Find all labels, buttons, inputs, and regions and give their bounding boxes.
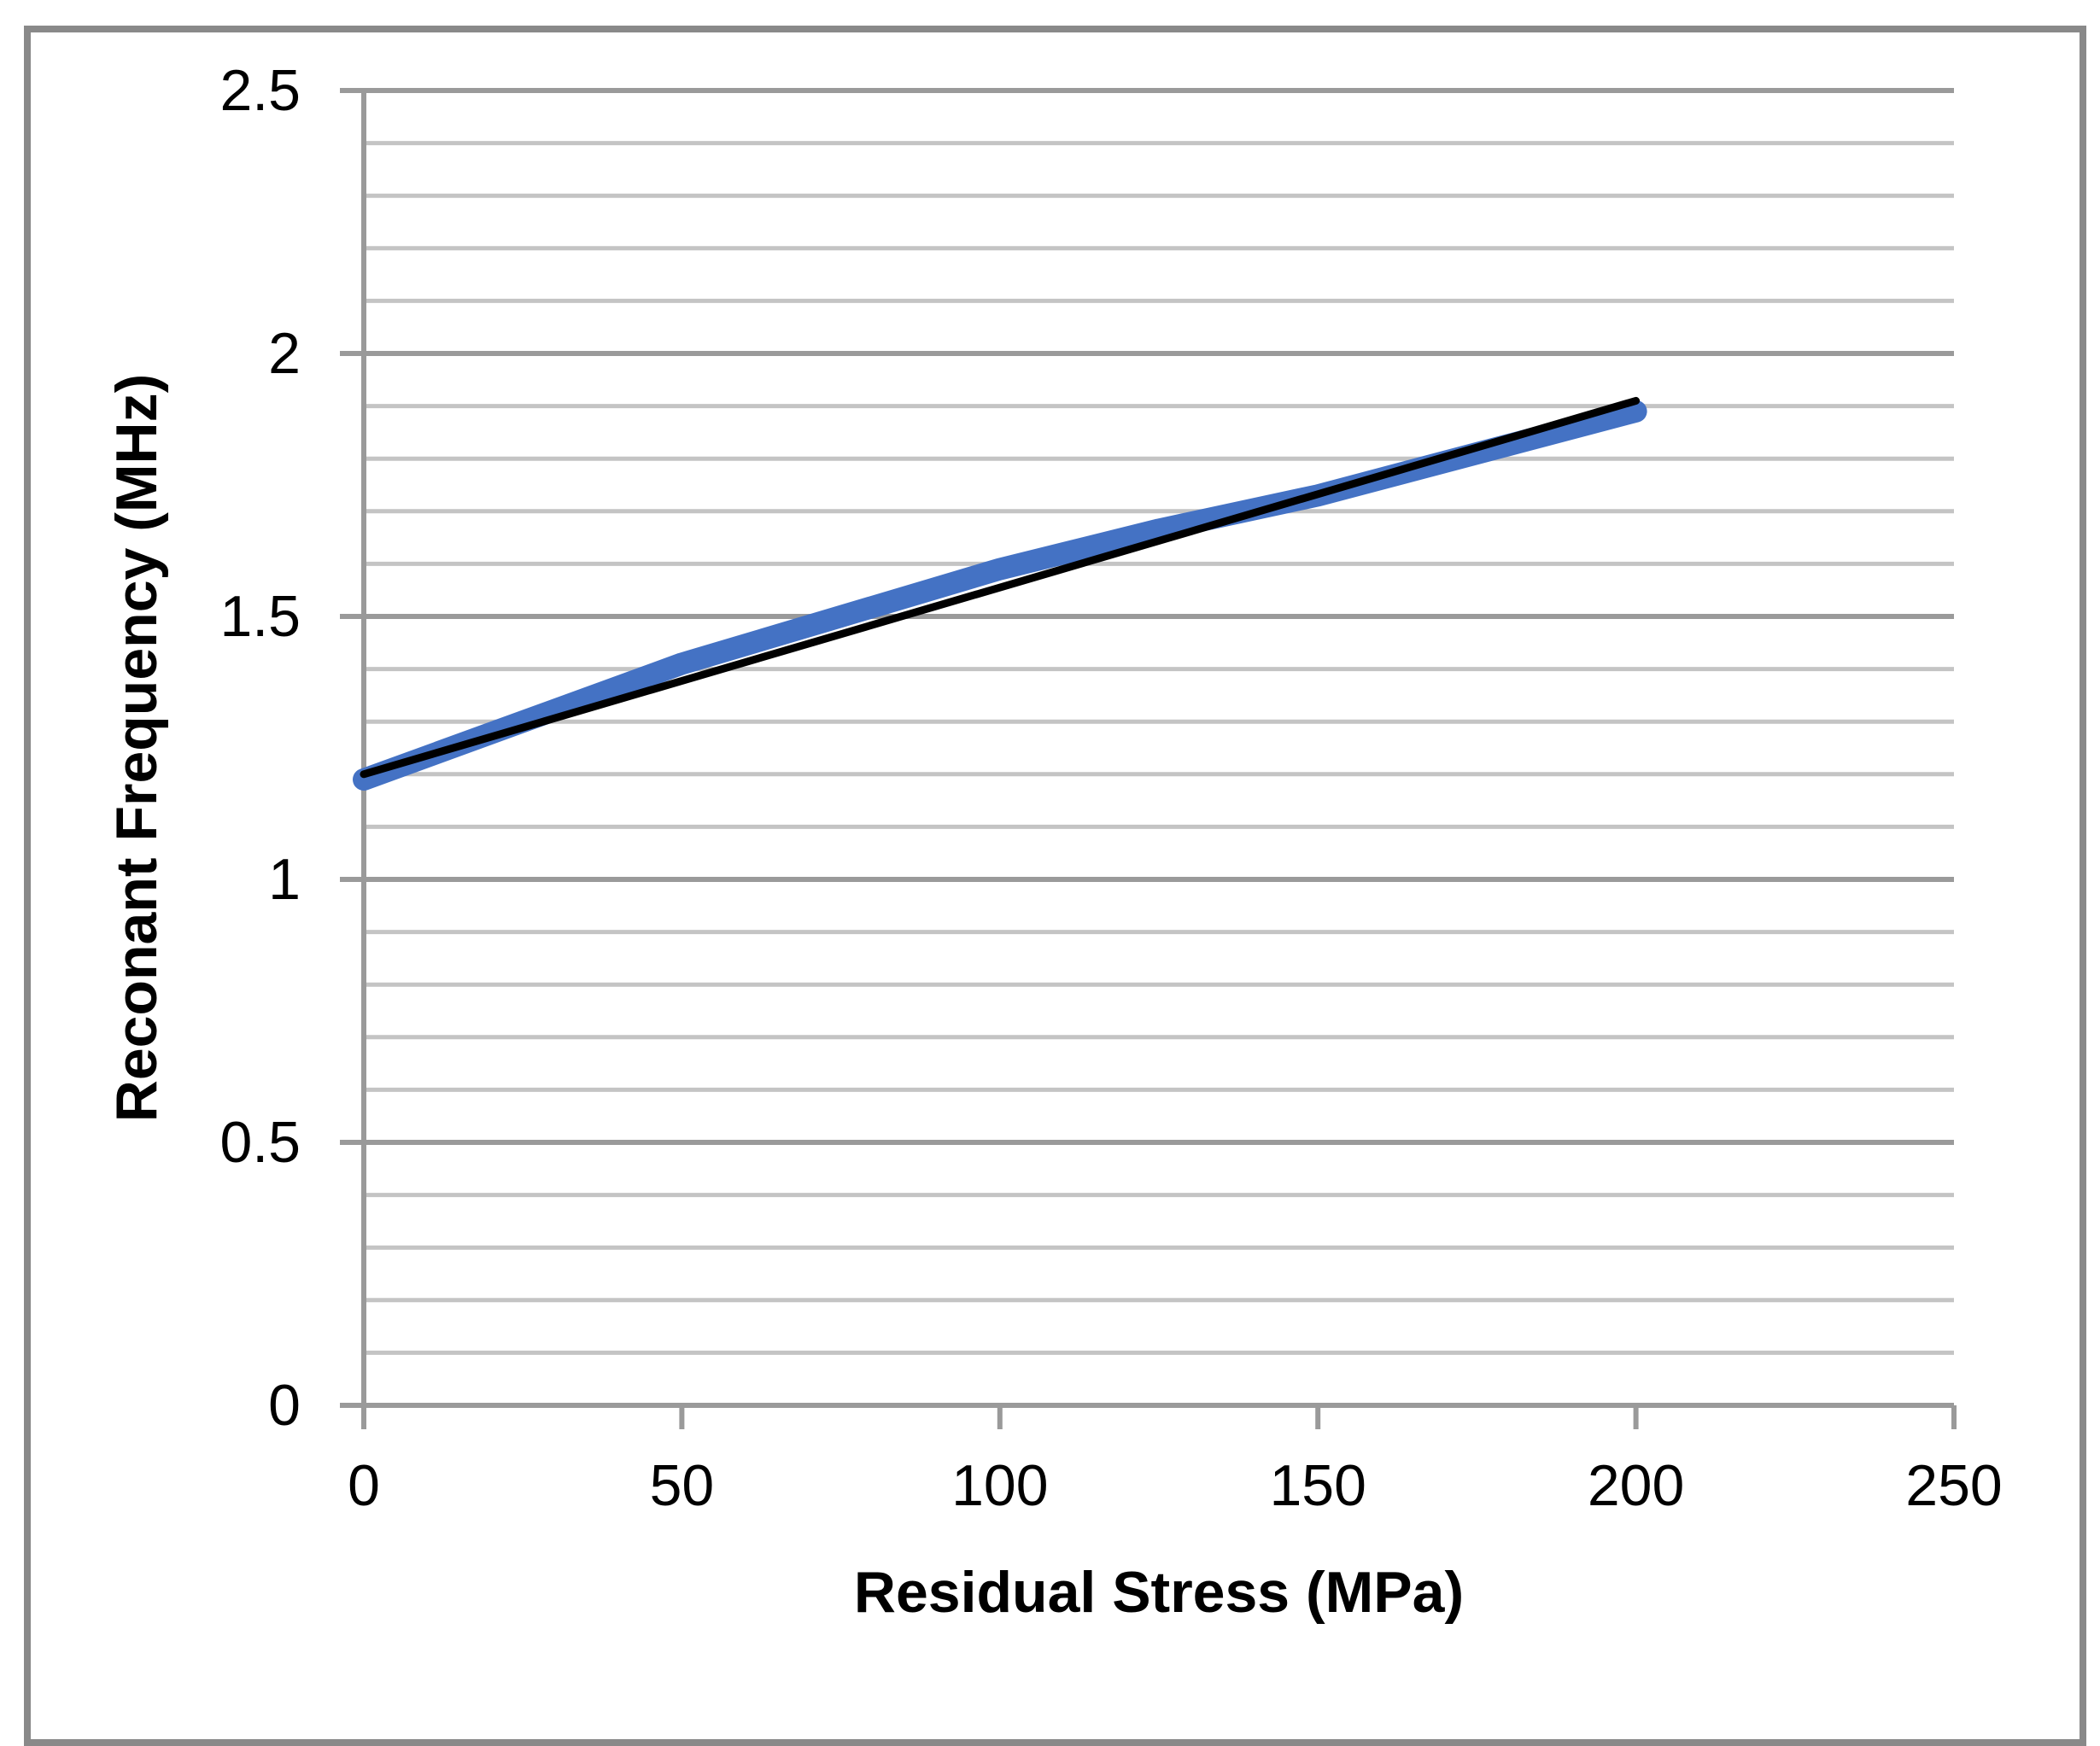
x-tick-label: 200 — [1587, 1453, 1685, 1518]
y-tick-label: 2 — [268, 321, 301, 386]
y-tick-label: 0.5 — [219, 1110, 301, 1175]
x-tick-label: 250 — [1905, 1453, 2003, 1518]
linear-trendline — [360, 396, 1641, 779]
y-tick-label: 2.5 — [219, 58, 301, 123]
resonant-frequency-curve — [353, 400, 1647, 791]
x-tick-label: 50 — [649, 1453, 715, 1518]
y-tick-label: 1.5 — [219, 584, 301, 649]
x-tick-label: 0 — [348, 1453, 380, 1518]
x-tick-label: 100 — [951, 1453, 1049, 1518]
y-tick-label: 1 — [268, 847, 301, 912]
y-tick-label: 0 — [268, 1373, 301, 1438]
y-axis-title: Reconant Frequency (MHz) — [104, 373, 169, 1123]
x-axis-title: Residual Stress (MPa) — [853, 1560, 1465, 1625]
x-tick-label: 150 — [1269, 1453, 1366, 1518]
chart-border — [24, 26, 2086, 1746]
